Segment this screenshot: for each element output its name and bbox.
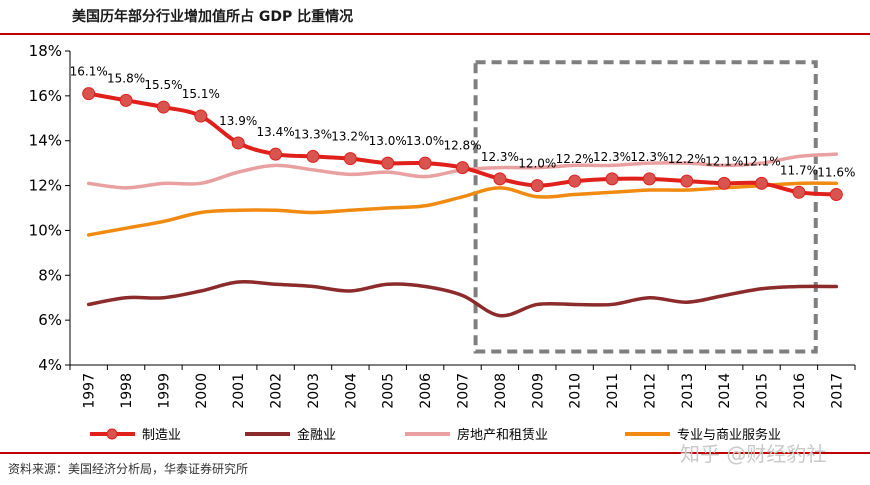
data-point — [306, 149, 320, 163]
data-point — [829, 188, 843, 202]
y-tick-label: 16% — [29, 87, 62, 105]
data-label: 12.3% — [593, 150, 631, 164]
data-label: 13.9% — [219, 114, 257, 128]
legend-label: 金融业 — [297, 427, 336, 443]
x-tick-label: 2015 — [755, 373, 771, 409]
data-label: 15.5% — [144, 78, 182, 92]
data-label: 12.3% — [481, 150, 519, 164]
data-point — [343, 152, 357, 166]
data-point — [680, 174, 694, 188]
x-tick-label: 1998 — [119, 373, 135, 409]
data-label: 15.1% — [182, 87, 220, 101]
data-label: 16.1% — [70, 65, 108, 79]
data-label: 11.6% — [817, 166, 855, 180]
data-label: 13.0% — [369, 134, 407, 148]
data-label: 13.0% — [406, 134, 444, 148]
data-point — [231, 136, 245, 150]
legend-label: 制造业 — [142, 428, 181, 443]
x-tick-label: 2005 — [381, 373, 397, 409]
legend-label: 专业与商业服务业 — [677, 427, 781, 443]
x-tick-label: 2003 — [306, 373, 322, 409]
data-label: 12.1% — [742, 154, 780, 168]
series-line-business — [86, 181, 839, 237]
series-line-finance — [86, 280, 839, 318]
title-rule — [0, 33, 870, 35]
y-tick-label: 8% — [38, 266, 62, 284]
x-tick-label: 2002 — [269, 373, 285, 409]
x-tick-label: 2008 — [493, 373, 509, 409]
data-label: 15.8% — [107, 71, 145, 85]
x-tick-label: 2010 — [568, 373, 584, 409]
x-tick-label: 2006 — [418, 373, 434, 409]
data-point — [269, 147, 283, 161]
data-point — [605, 172, 619, 186]
chart-title: 美国历年部分行业增加值所占 GDP 比重情况 — [72, 9, 354, 25]
x-tick-label: 2004 — [343, 373, 359, 409]
data-label: 12.2% — [668, 152, 706, 166]
data-point — [194, 109, 208, 123]
data-point — [717, 176, 731, 190]
legend-marker — [106, 428, 118, 440]
data-label: 13.4% — [257, 125, 295, 139]
highlight-box — [473, 60, 818, 354]
data-point — [530, 179, 544, 193]
data-point — [755, 176, 769, 190]
footer-rule — [0, 452, 870, 454]
x-tick-label: 2011 — [605, 373, 621, 409]
x-tick-label: 2013 — [680, 373, 696, 409]
watermark: 知乎 @财经豹社 — [680, 442, 827, 466]
x-tick-label: 1999 — [156, 373, 172, 409]
x-tick-label: 2007 — [456, 373, 472, 409]
data-label: 13.2% — [331, 130, 369, 144]
data-point — [792, 185, 806, 199]
data-point — [456, 161, 469, 175]
y-tick-label: 18% — [29, 42, 62, 60]
x-tick-label: 2014 — [717, 373, 733, 409]
data-point — [493, 172, 507, 186]
x-tick-label: 2000 — [194, 373, 210, 409]
data-point — [381, 156, 395, 170]
legend-label: 房地产和租赁业 — [457, 427, 548, 443]
data-point — [568, 174, 582, 188]
data-point — [642, 172, 656, 186]
data-label: 12.8% — [443, 139, 481, 153]
y-tick-label: 12% — [29, 177, 62, 195]
source-note: 资料来源：美国经济分析局，华泰证券研究所 — [8, 462, 249, 476]
x-tick-label: 2016 — [792, 373, 808, 409]
y-tick-label: 14% — [29, 132, 62, 150]
data-label: 11.7% — [780, 163, 818, 177]
y-tick-label: 4% — [38, 356, 62, 374]
x-tick-label: 2009 — [530, 373, 546, 409]
data-point — [156, 100, 170, 114]
data-label: 13.3% — [294, 127, 332, 141]
x-tick-label: 2012 — [642, 373, 658, 409]
data-label: 12.3% — [630, 150, 668, 164]
x-tick-label: 1997 — [82, 373, 98, 409]
data-point — [418, 156, 432, 170]
data-label: 12.0% — [518, 157, 556, 171]
data-label: 12.1% — [705, 154, 743, 168]
x-tick-label: 2017 — [829, 373, 845, 409]
data-point — [119, 93, 133, 107]
data-point — [82, 87, 96, 101]
data-label: 12.2% — [556, 152, 594, 166]
x-tick-label: 2001 — [231, 373, 247, 409]
y-tick-label: 6% — [38, 311, 62, 329]
y-tick-label: 10% — [29, 221, 62, 239]
